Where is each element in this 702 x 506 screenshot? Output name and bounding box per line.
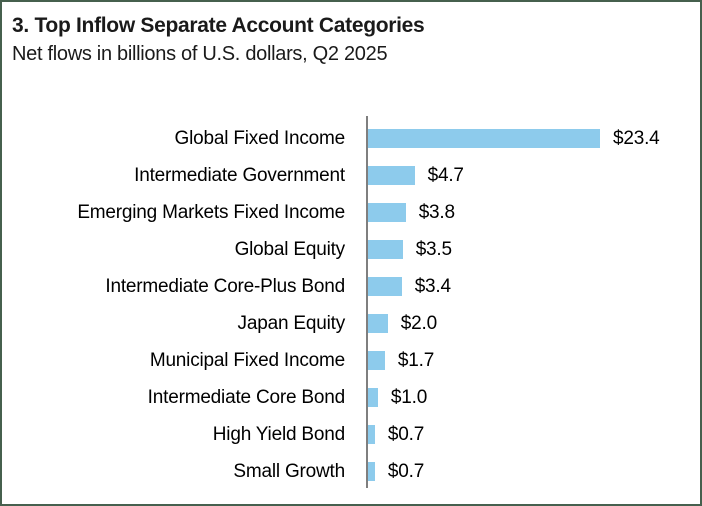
- chart-row: Small Growth $0.7: [2, 453, 700, 490]
- chart-row: Global Fixed Income $23.4: [2, 120, 700, 157]
- bar: [368, 166, 415, 185]
- chart-row: Municipal Fixed Income $1.7: [2, 342, 700, 379]
- chart-row: Global Equity $3.5: [2, 231, 700, 268]
- bar-chart: Global Fixed Income $23.4 Intermediate Gov…: [2, 116, 700, 490]
- chart-row: Intermediate Government $4.7: [2, 157, 700, 194]
- value-label: $0.7: [387, 460, 425, 482]
- bar: [368, 314, 388, 333]
- value-label: $0.7: [387, 423, 425, 445]
- value-label: $4.7: [427, 164, 464, 186]
- chart-row: Intermediate Core Bond $1.0: [2, 379, 700, 416]
- category-label: Global Fixed Income: [174, 127, 346, 149]
- value-label: $2.0: [400, 312, 437, 334]
- chart-row: High Yield Bond $0.7: [2, 416, 700, 453]
- bar-area: $3.4: [366, 268, 700, 305]
- category-label: Global Equity: [234, 238, 346, 260]
- chart-row: Emerging Markets Fixed Income $3.8: [2, 194, 700, 231]
- category-label: Small Growth: [233, 460, 345, 482]
- bar-area: $0.7: [366, 453, 700, 490]
- bar-area: $4.7: [366, 157, 700, 194]
- category-label: Intermediate Core-Plus Bond: [105, 275, 345, 297]
- bar: [368, 351, 385, 370]
- bar-area: $0.7: [366, 416, 700, 453]
- category-label: Intermediate Government: [134, 164, 345, 186]
- value-label: $1.7: [397, 349, 435, 371]
- value-label: $23.4: [613, 127, 660, 149]
- bar: [368, 462, 375, 481]
- category-label: Japan Equity: [237, 312, 346, 334]
- bar: [368, 129, 600, 148]
- category-label: High Yield Bond: [212, 423, 345, 445]
- value-label: $3.8: [418, 201, 455, 223]
- chart-row: Intermediate Core-Plus Bond $3.4: [2, 268, 700, 305]
- bar-area: $1.0: [366, 379, 700, 416]
- category-label: Municipal Fixed Income: [149, 349, 345, 371]
- y-axis-line: [366, 116, 368, 488]
- bar-area: $1.7: [366, 342, 700, 379]
- category-label: Intermediate Core Bond: [147, 386, 346, 408]
- bar: [368, 240, 403, 259]
- bar: [368, 425, 375, 444]
- chart-header: 3. Top Inflow Separate Account Categorie…: [2, 2, 700, 68]
- bar: [368, 277, 402, 296]
- bar-area: $3.5: [366, 231, 700, 268]
- chart-title: 3. Top Inflow Separate Account Categorie…: [12, 14, 425, 37]
- bar-area: $2.0: [366, 305, 700, 342]
- value-label: $1.0: [390, 386, 428, 408]
- value-label: $3.5: [415, 238, 452, 260]
- chart-row: Japan Equity $2.0: [2, 305, 700, 342]
- value-label: $3.4: [414, 275, 451, 297]
- bar: [368, 388, 378, 407]
- category-label: Emerging Markets Fixed Income: [77, 201, 345, 223]
- bar: [368, 203, 406, 222]
- chart-rows: Global Fixed Income $23.4 Intermediate Gov…: [2, 120, 700, 490]
- bar-area: $3.8: [366, 194, 700, 231]
- chart-subtitle: Net flows in billions of U.S. dollars, Q…: [12, 43, 388, 65]
- bar-area: $23.4: [366, 120, 700, 157]
